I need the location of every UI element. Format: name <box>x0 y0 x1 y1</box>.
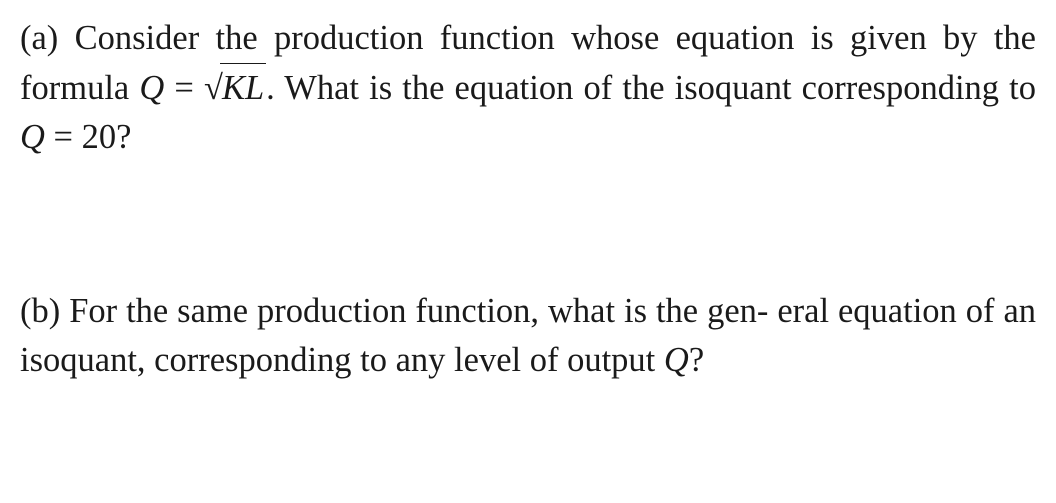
question-a-text-3: . What is the equation of <box>266 69 612 107</box>
question-a-text-4: the isoquant corresponding to <box>622 69 1036 107</box>
question-a-text-5: = 20? <box>45 118 132 156</box>
question-b-text-4: ? <box>689 341 704 379</box>
variable-Q-2: Q <box>20 118 45 156</box>
variable-Q-b: Q <box>664 341 689 379</box>
variable-Q: Q <box>139 69 164 107</box>
question-b: (b) For the same production function, wh… <box>20 287 1036 385</box>
question-b-label: (b) <box>20 292 69 330</box>
question-b-text-3: of output <box>530 341 664 379</box>
question-a: (a) Consider the production function who… <box>20 14 1036 162</box>
question-a-label: (a) <box>20 19 75 57</box>
equals-sign: = <box>164 69 204 107</box>
sqrt-expression: √KL <box>204 63 266 113</box>
sqrt-argument: KL <box>220 63 266 113</box>
question-a-text-1: Consider the production function whose e… <box>75 19 834 57</box>
question-b-text-1: For the same production function, what i… <box>69 292 768 330</box>
